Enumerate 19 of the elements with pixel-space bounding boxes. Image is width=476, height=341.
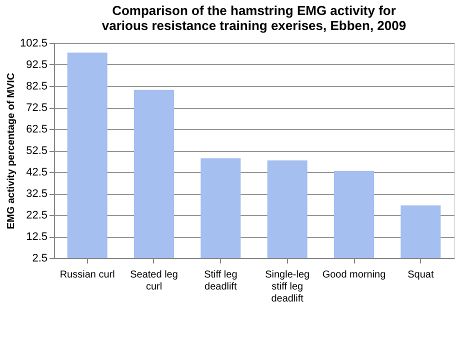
y-tick-label: 42.5 xyxy=(26,166,48,178)
y-tick-label: 32.5 xyxy=(26,188,48,200)
x-tick-label: Seated leg curl xyxy=(130,270,178,292)
x-tick-label: Russian curl xyxy=(60,270,115,280)
x-tick-label: Single-leg stiff leg deadlift xyxy=(265,270,310,304)
y-tick-label: 2.5 xyxy=(32,252,48,264)
x-tick-label: Good morning xyxy=(322,270,386,280)
y-tick-label: 72.5 xyxy=(26,102,48,114)
x-tick-label: Stiff leg deadlift xyxy=(204,270,238,292)
y-tick-label: 92.5 xyxy=(26,59,48,71)
y-tick-label: 12.5 xyxy=(26,231,48,243)
y-tick-label: 62.5 xyxy=(26,124,48,136)
x-tick-label: Squat xyxy=(408,270,434,280)
y-axis-title: EMG activity percentage of MVIC xyxy=(6,72,17,230)
y-tick-label: 52.5 xyxy=(26,145,48,157)
chart-title: Comparison of the hamstring EMG activity for various resistance training exerises, Ebben, 2009 xyxy=(102,3,406,33)
y-tick-label: 22.5 xyxy=(26,210,48,222)
y-tick-label: 82.5 xyxy=(26,80,48,92)
y-tick-label: 102.5 xyxy=(20,38,48,50)
